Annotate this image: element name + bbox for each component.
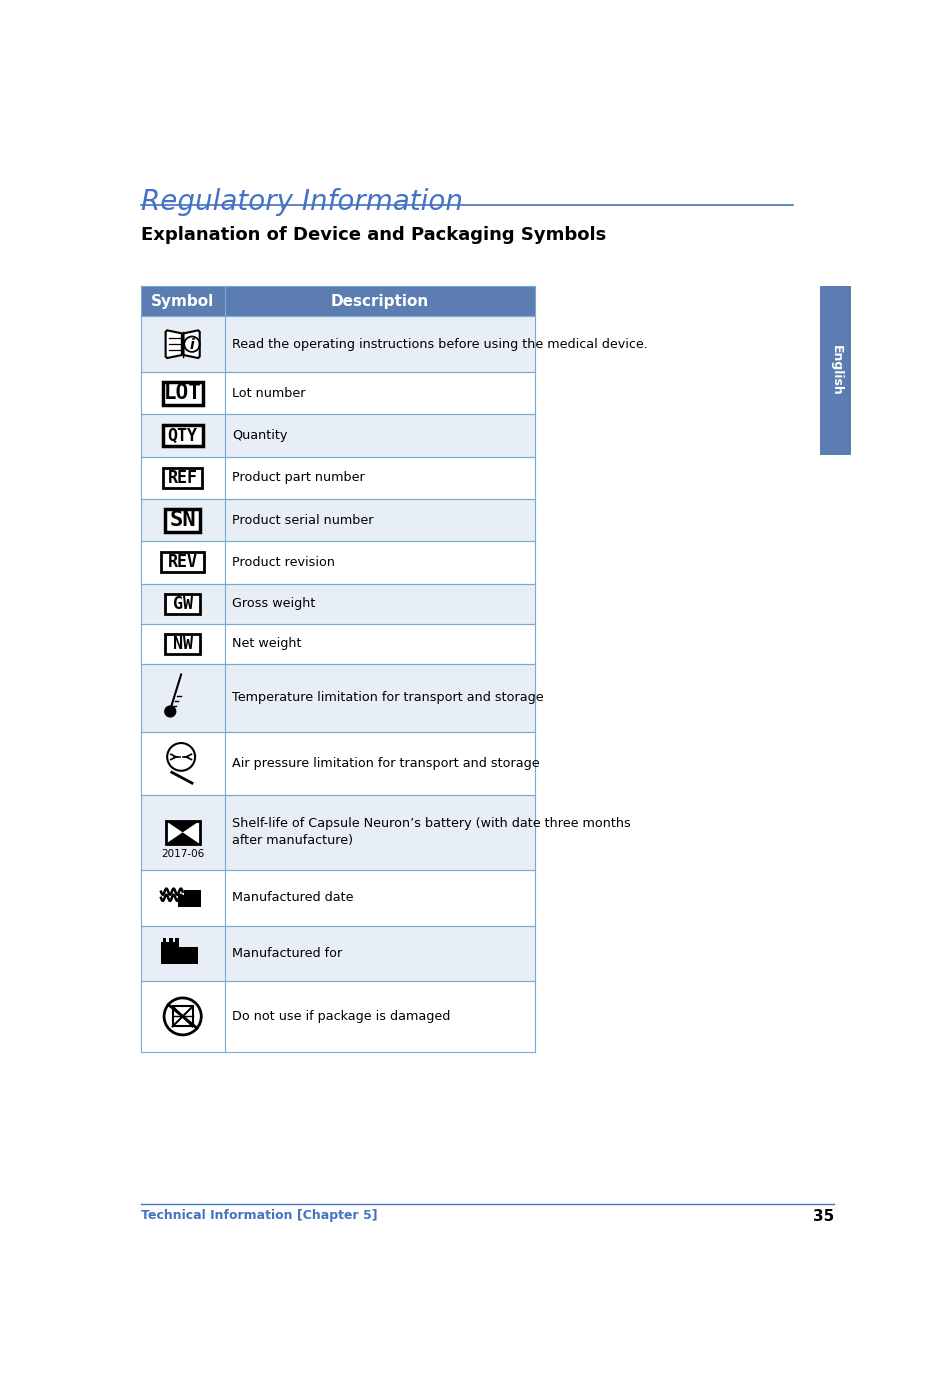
- Text: i: i: [189, 338, 194, 352]
- Bar: [165, 593, 200, 614]
- Bar: [141, 584, 535, 624]
- Text: Read the operating instructions before using the medical device.: Read the operating instructions before u…: [232, 338, 647, 351]
- Bar: [141, 414, 535, 456]
- Bar: [161, 947, 198, 965]
- Bar: [163, 424, 203, 446]
- Text: Air pressure limitation for transport and storage: Air pressure limitation for transport an…: [232, 757, 540, 769]
- Bar: [166, 821, 200, 844]
- Bar: [178, 895, 186, 906]
- Text: SN: SN: [169, 510, 196, 529]
- Text: 2017-06: 2017-06: [161, 848, 204, 858]
- Text: Lot number: Lot number: [232, 387, 306, 399]
- Bar: [161, 942, 178, 965]
- Text: Gross weight: Gross weight: [232, 597, 315, 610]
- Bar: [141, 316, 535, 371]
- Bar: [169, 938, 172, 948]
- Text: Regulatory Information: Regulatory Information: [141, 188, 463, 216]
- Polygon shape: [166, 833, 200, 844]
- Text: English: English: [828, 345, 842, 396]
- Text: Manufactured for: Manufactured for: [232, 947, 342, 959]
- Text: Temperature limitation for transport and storage: Temperature limitation for transport and…: [232, 692, 544, 704]
- Text: REV: REV: [168, 553, 197, 571]
- Bar: [141, 732, 535, 794]
- Polygon shape: [166, 821, 200, 833]
- Bar: [141, 456, 535, 499]
- Circle shape: [165, 705, 175, 717]
- Bar: [141, 371, 535, 414]
- Text: 35: 35: [812, 1209, 834, 1224]
- Bar: [141, 286, 535, 316]
- Bar: [175, 938, 179, 948]
- Text: REF: REF: [168, 468, 197, 486]
- Bar: [163, 938, 167, 948]
- Text: Product serial number: Product serial number: [232, 514, 373, 527]
- Text: Technical Information [Chapter 5]: Technical Information [Chapter 5]: [141, 1209, 377, 1222]
- Bar: [141, 981, 535, 1052]
- Bar: [172, 1006, 192, 1027]
- Text: Description: Description: [330, 294, 428, 309]
- Text: LOT: LOT: [164, 383, 202, 403]
- Text: Do not use if package is damaged: Do not use if package is damaged: [232, 1010, 450, 1023]
- Text: Explanation of Device and Packaging Symbols: Explanation of Device and Packaging Symb…: [141, 226, 605, 244]
- Bar: [183, 951, 198, 965]
- Text: NW: NW: [172, 635, 192, 653]
- Text: Quantity: Quantity: [232, 428, 288, 442]
- Bar: [141, 664, 535, 732]
- Polygon shape: [183, 330, 200, 358]
- Text: Product revision: Product revision: [232, 556, 335, 570]
- Text: Product part number: Product part number: [232, 471, 365, 484]
- Bar: [165, 633, 200, 654]
- Bar: [163, 467, 202, 488]
- Bar: [161, 553, 204, 572]
- Text: GW: GW: [172, 595, 192, 613]
- Polygon shape: [166, 330, 182, 358]
- Text: Shelf-life of Capsule Neuron’s battery (with date three months
after manufacture: Shelf-life of Capsule Neuron’s battery (…: [232, 818, 630, 847]
- Bar: [141, 499, 535, 542]
- Text: Net weight: Net weight: [232, 638, 302, 650]
- Bar: [141, 542, 535, 584]
- Text: Manufactured date: Manufactured date: [232, 891, 353, 904]
- Bar: [184, 890, 201, 906]
- Bar: [165, 509, 200, 532]
- Text: QTY: QTY: [168, 427, 197, 445]
- Bar: [163, 381, 203, 405]
- Bar: [141, 794, 535, 870]
- Bar: [141, 870, 535, 926]
- Text: Symbol: Symbol: [150, 294, 214, 309]
- Bar: [141, 926, 535, 981]
- Bar: [141, 624, 535, 664]
- Bar: [820, 286, 850, 455]
